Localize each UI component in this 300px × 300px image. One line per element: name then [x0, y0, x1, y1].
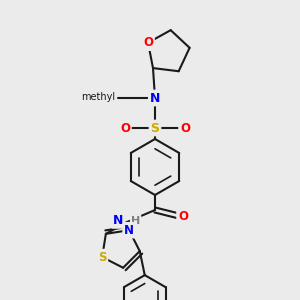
Text: O: O — [180, 122, 190, 134]
Text: H: H — [131, 216, 140, 226]
Text: N: N — [124, 224, 134, 237]
Text: O: O — [178, 211, 188, 224]
Text: N: N — [150, 92, 160, 104]
Text: N: N — [112, 214, 123, 227]
Text: O: O — [120, 122, 130, 134]
Text: S: S — [151, 122, 160, 134]
Text: S: S — [98, 250, 106, 264]
Text: O: O — [143, 36, 153, 49]
Text: methyl: methyl — [81, 92, 115, 102]
